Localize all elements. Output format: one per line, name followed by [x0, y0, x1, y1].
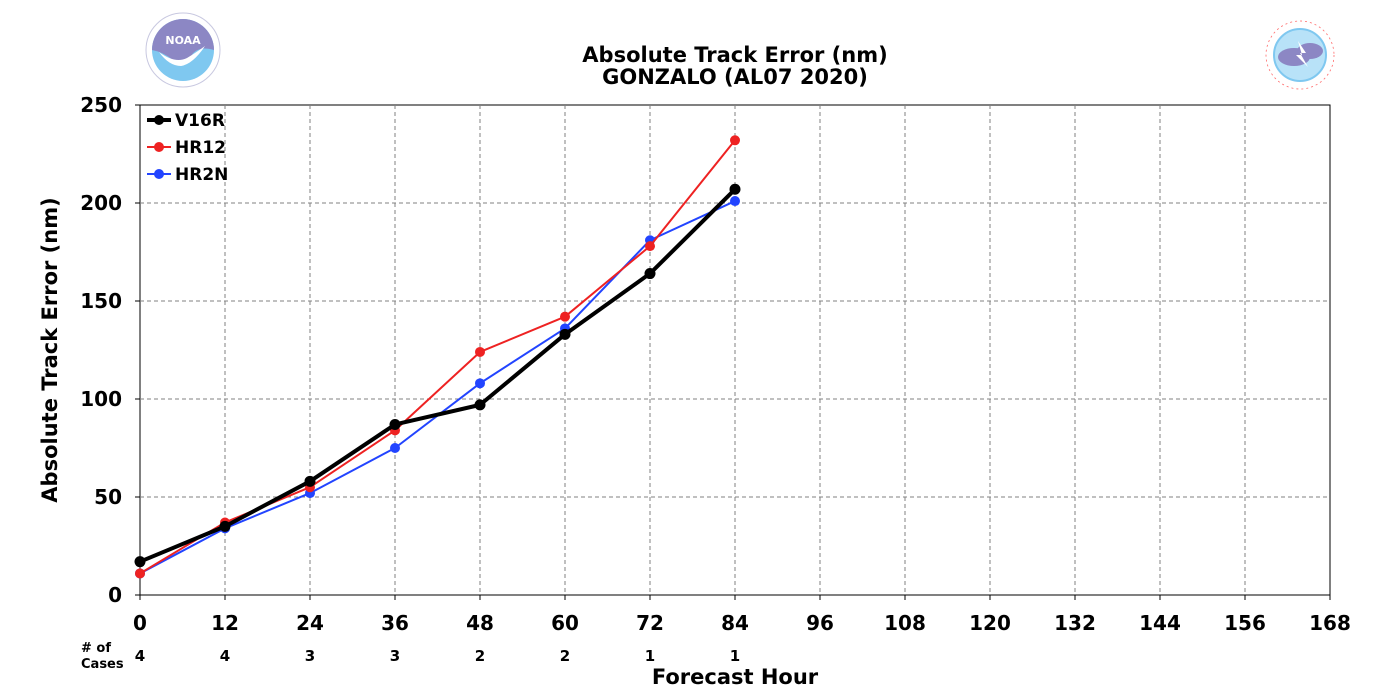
- x-tick-label: 132: [1054, 611, 1096, 635]
- series-line-hr12: [139, 139, 736, 575]
- data-point-v16r: [304, 475, 316, 487]
- data-point-hr2n: [475, 378, 485, 389]
- x-axis-label: Forecast Hour: [652, 665, 819, 689]
- y-tick-label: 150: [80, 289, 122, 313]
- data-point-v16r: [134, 556, 146, 568]
- data-point-v16r: [219, 520, 231, 532]
- y-tick-label: 200: [80, 191, 122, 215]
- y-axis-ticks: 0 50 100 150 200 250: [80, 93, 140, 607]
- data-point-hr12: [135, 568, 145, 579]
- x-tick-label: 168: [1309, 611, 1351, 635]
- x-tick-label: 120: [969, 611, 1011, 635]
- chart-title: Absolute Track Error (nm): [582, 43, 887, 67]
- cases-label-line2: Cases: [81, 657, 124, 672]
- y-tick-label: 100: [80, 387, 122, 411]
- case-counts: 4 4 3 3 2 2 1 1: [135, 647, 740, 665]
- x-tick-label: 60: [551, 611, 579, 635]
- data-point-hr2n: [390, 443, 400, 453]
- x-tick-label: 144: [1139, 611, 1181, 635]
- legend-marker: [154, 169, 164, 179]
- legend-marker: [154, 142, 164, 152]
- nws-logo-icon: [1262, 17, 1338, 93]
- case-count-label: 3: [305, 647, 315, 665]
- case-count-label: 1: [645, 647, 655, 665]
- y-axis-label: Absolute Track Error (nm): [38, 197, 62, 502]
- data-point-hr12: [475, 346, 485, 357]
- y-tick-label: 250: [80, 93, 122, 117]
- data-point-v16r: [644, 268, 656, 280]
- legend-marker: [154, 115, 164, 125]
- case-count-label: 4: [220, 647, 230, 665]
- x-axis-ticks: 0 12 24 36 48 60 72 84 96 108 120 132 144 156 168: [133, 595, 1351, 635]
- series-v16r: [134, 183, 741, 568]
- data-point-hr2n: [730, 196, 740, 207]
- legend-label: V16R: [175, 111, 225, 131]
- data-point-v16r: [474, 399, 486, 411]
- x-tick-label: 0: [133, 611, 147, 635]
- data-point-hr12: [645, 241, 655, 252]
- data-point-hr12: [730, 135, 740, 146]
- data-point-hr12: [560, 311, 570, 322]
- series-line-v16r: [139, 187, 737, 564]
- x-tick-label: 48: [466, 611, 494, 635]
- legend: V16R HR12 HR2N: [147, 111, 228, 185]
- x-tick-label: 156: [1224, 611, 1266, 635]
- legend-entry-v16r: V16R: [147, 111, 225, 131]
- x-tick-label: 84: [721, 611, 749, 635]
- case-count-label: 1: [730, 647, 740, 665]
- cases-label-line1: # of: [81, 641, 111, 656]
- case-count-label: 2: [475, 647, 485, 665]
- case-count-label: 3: [390, 647, 400, 665]
- series-lines: [134, 135, 741, 579]
- chart-subtitle: GONZALO (AL07 2020): [602, 65, 868, 89]
- x-tick-label: 24: [296, 611, 324, 635]
- data-point-v16r: [729, 183, 741, 195]
- data-point-v16r: [559, 328, 571, 340]
- case-count-label: 2: [560, 647, 570, 665]
- y-tick-label: 0: [108, 583, 122, 607]
- x-tick-label: 108: [884, 611, 926, 635]
- y-tick-label: 50: [94, 485, 122, 509]
- legend-label: HR12: [175, 138, 226, 158]
- legend-label: HR2N: [175, 165, 228, 185]
- legend-entry-hr2n: HR2N: [147, 165, 228, 185]
- x-tick-label: 96: [806, 611, 834, 635]
- data-point-v16r: [389, 418, 401, 430]
- x-tick-label: 12: [211, 611, 239, 635]
- noaa-logo-text: NOAA: [165, 34, 201, 47]
- legend-entry-hr12: HR12: [147, 138, 226, 158]
- case-count-label: 4: [135, 647, 145, 665]
- noaa-logo-icon: NOAA: [145, 12, 221, 88]
- x-tick-label: 36: [381, 611, 409, 635]
- x-tick-label: 72: [636, 611, 664, 635]
